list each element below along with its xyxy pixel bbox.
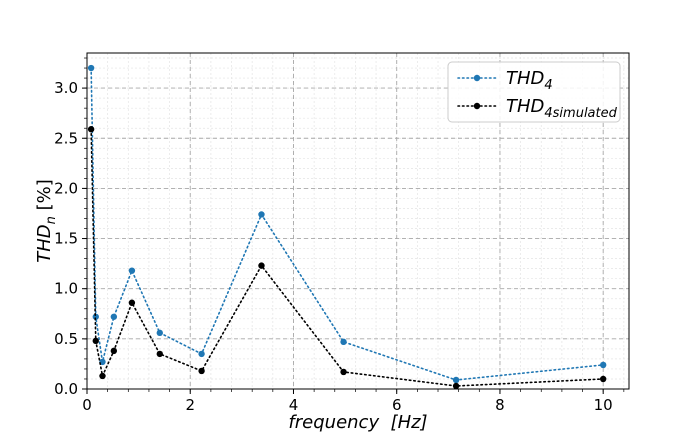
plot-area-frame — [86, 52, 630, 390]
x-tick-label: 0 — [82, 396, 92, 414]
y-tick-label: 1.0 — [54, 280, 78, 298]
y-axis-label: THDn [%] — [34, 179, 59, 263]
axis-ticks: 0 2 4 6 8 10 0.0 0.5 1.0 1.5 2.0 2.5 3.0 — [54, 57, 625, 414]
series-1-point — [156, 350, 163, 358]
series-1-point — [99, 372, 106, 380]
x-axis-label: frequency [Hz] — [288, 412, 427, 433]
series-1-point — [198, 367, 205, 375]
series-1-point — [452, 382, 460, 390]
series-0-point — [452, 376, 460, 384]
series-0-point — [92, 313, 99, 320]
series-line-1 — [90, 128, 604, 387]
y-tick-label: 0.0 — [54, 380, 78, 398]
series-0-point — [198, 350, 205, 358]
x-tick-label: 6 — [392, 396, 402, 414]
series-layer — [87, 64, 607, 390]
series-1-point — [87, 126, 95, 133]
series-0-point — [110, 313, 118, 320]
series-0-point — [258, 211, 265, 218]
y-tick-label: 2.5 — [54, 129, 78, 147]
y-tick-label: 1.5 — [54, 230, 78, 248]
legend-marker-0 — [473, 74, 481, 82]
legend-frame — [447, 61, 621, 123]
series-1-point — [110, 347, 118, 355]
y-tick-label: 3.0 — [54, 79, 78, 97]
series-1-point — [599, 375, 607, 383]
y-tick-label: 0.5 — [54, 330, 78, 348]
series-0-point — [599, 361, 607, 369]
x-tick-label: 10 — [594, 396, 613, 414]
series-1-point — [128, 299, 136, 306]
series-1-point — [258, 262, 265, 269]
legend: THD4 THD4simulated — [447, 61, 621, 123]
series-0-point — [156, 329, 163, 337]
legend-marker-1 — [473, 102, 481, 110]
series-0-point — [87, 64, 95, 72]
series-0-point — [128, 267, 136, 274]
x-tick-label: 4 — [289, 396, 299, 414]
series-0-point — [340, 338, 347, 346]
legend-label-0: THD4 — [506, 68, 553, 93]
series-1-point — [92, 337, 99, 345]
legend-label-1: THD4simulated — [506, 96, 618, 121]
series-1-point — [340, 368, 347, 376]
y-tick-label: 2.0 — [54, 179, 78, 197]
x-tick-label: 2 — [185, 396, 195, 414]
x-tick-label: 8 — [495, 396, 505, 414]
